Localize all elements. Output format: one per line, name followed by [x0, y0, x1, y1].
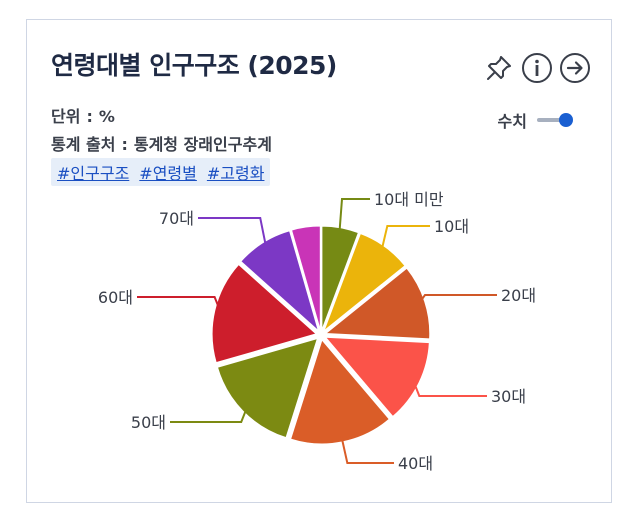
- arrow-right-icon[interactable]: [559, 52, 591, 84]
- pie-slice[interactable]: [211, 263, 318, 364]
- source-label: 통계 출처: [51, 135, 116, 154]
- toggle-knob: [559, 113, 573, 127]
- pie-slice[interactable]: [322, 232, 406, 333]
- pie-slice[interactable]: [324, 267, 431, 340]
- tag-link[interactable]: #고령화: [206, 164, 265, 183]
- slice-label: 60대: [98, 288, 133, 307]
- leader-line: [137, 296, 222, 313]
- info-icon[interactable]: [521, 52, 553, 84]
- slice-label: 10대: [434, 217, 469, 236]
- pie-slice[interactable]: [324, 336, 430, 418]
- slice-label: 40대: [398, 454, 433, 473]
- slice-label: 20대: [501, 286, 536, 305]
- leader-line: [418, 294, 497, 304]
- pie-slice[interactable]: [240, 230, 320, 333]
- value-toggle[interactable]: [537, 113, 573, 127]
- unit-label: 단위: [51, 107, 81, 126]
- slice-label: 30대: [491, 387, 526, 406]
- card-actions: [483, 52, 591, 84]
- source-line: 통계 출처: 통계청 장래인구추계: [51, 135, 272, 154]
- leader-line: [380, 225, 430, 252]
- chart-title: 연령대별 인구구조 (2025): [51, 51, 337, 80]
- slice-label: 50대: [131, 413, 166, 432]
- pie-slice[interactable]: [216, 337, 319, 439]
- toggle-label: 수치: [497, 112, 527, 131]
- slice-label: 70대: [159, 209, 194, 228]
- leader-line: [198, 217, 268, 248]
- source-value: 통계청 장래인구추계: [133, 135, 272, 154]
- leader-line: [338, 198, 370, 234]
- tag-link[interactable]: #연령별: [139, 164, 197, 183]
- leader-line: [412, 380, 487, 397]
- unit-value: %: [98, 107, 115, 126]
- leader-line: [340, 435, 394, 464]
- slice-label: 10대 미만: [374, 190, 444, 209]
- unit-line: 단위:%: [51, 107, 115, 126]
- pie-slice[interactable]: [290, 225, 321, 331]
- tag-list: #인구구조 #연령별 #고령화: [51, 158, 271, 186]
- tag-link[interactable]: #인구구조: [57, 164, 130, 183]
- leader-line: [170, 406, 249, 423]
- value-toggle-group: 수치: [498, 108, 573, 132]
- pin-icon[interactable]: [483, 52, 515, 84]
